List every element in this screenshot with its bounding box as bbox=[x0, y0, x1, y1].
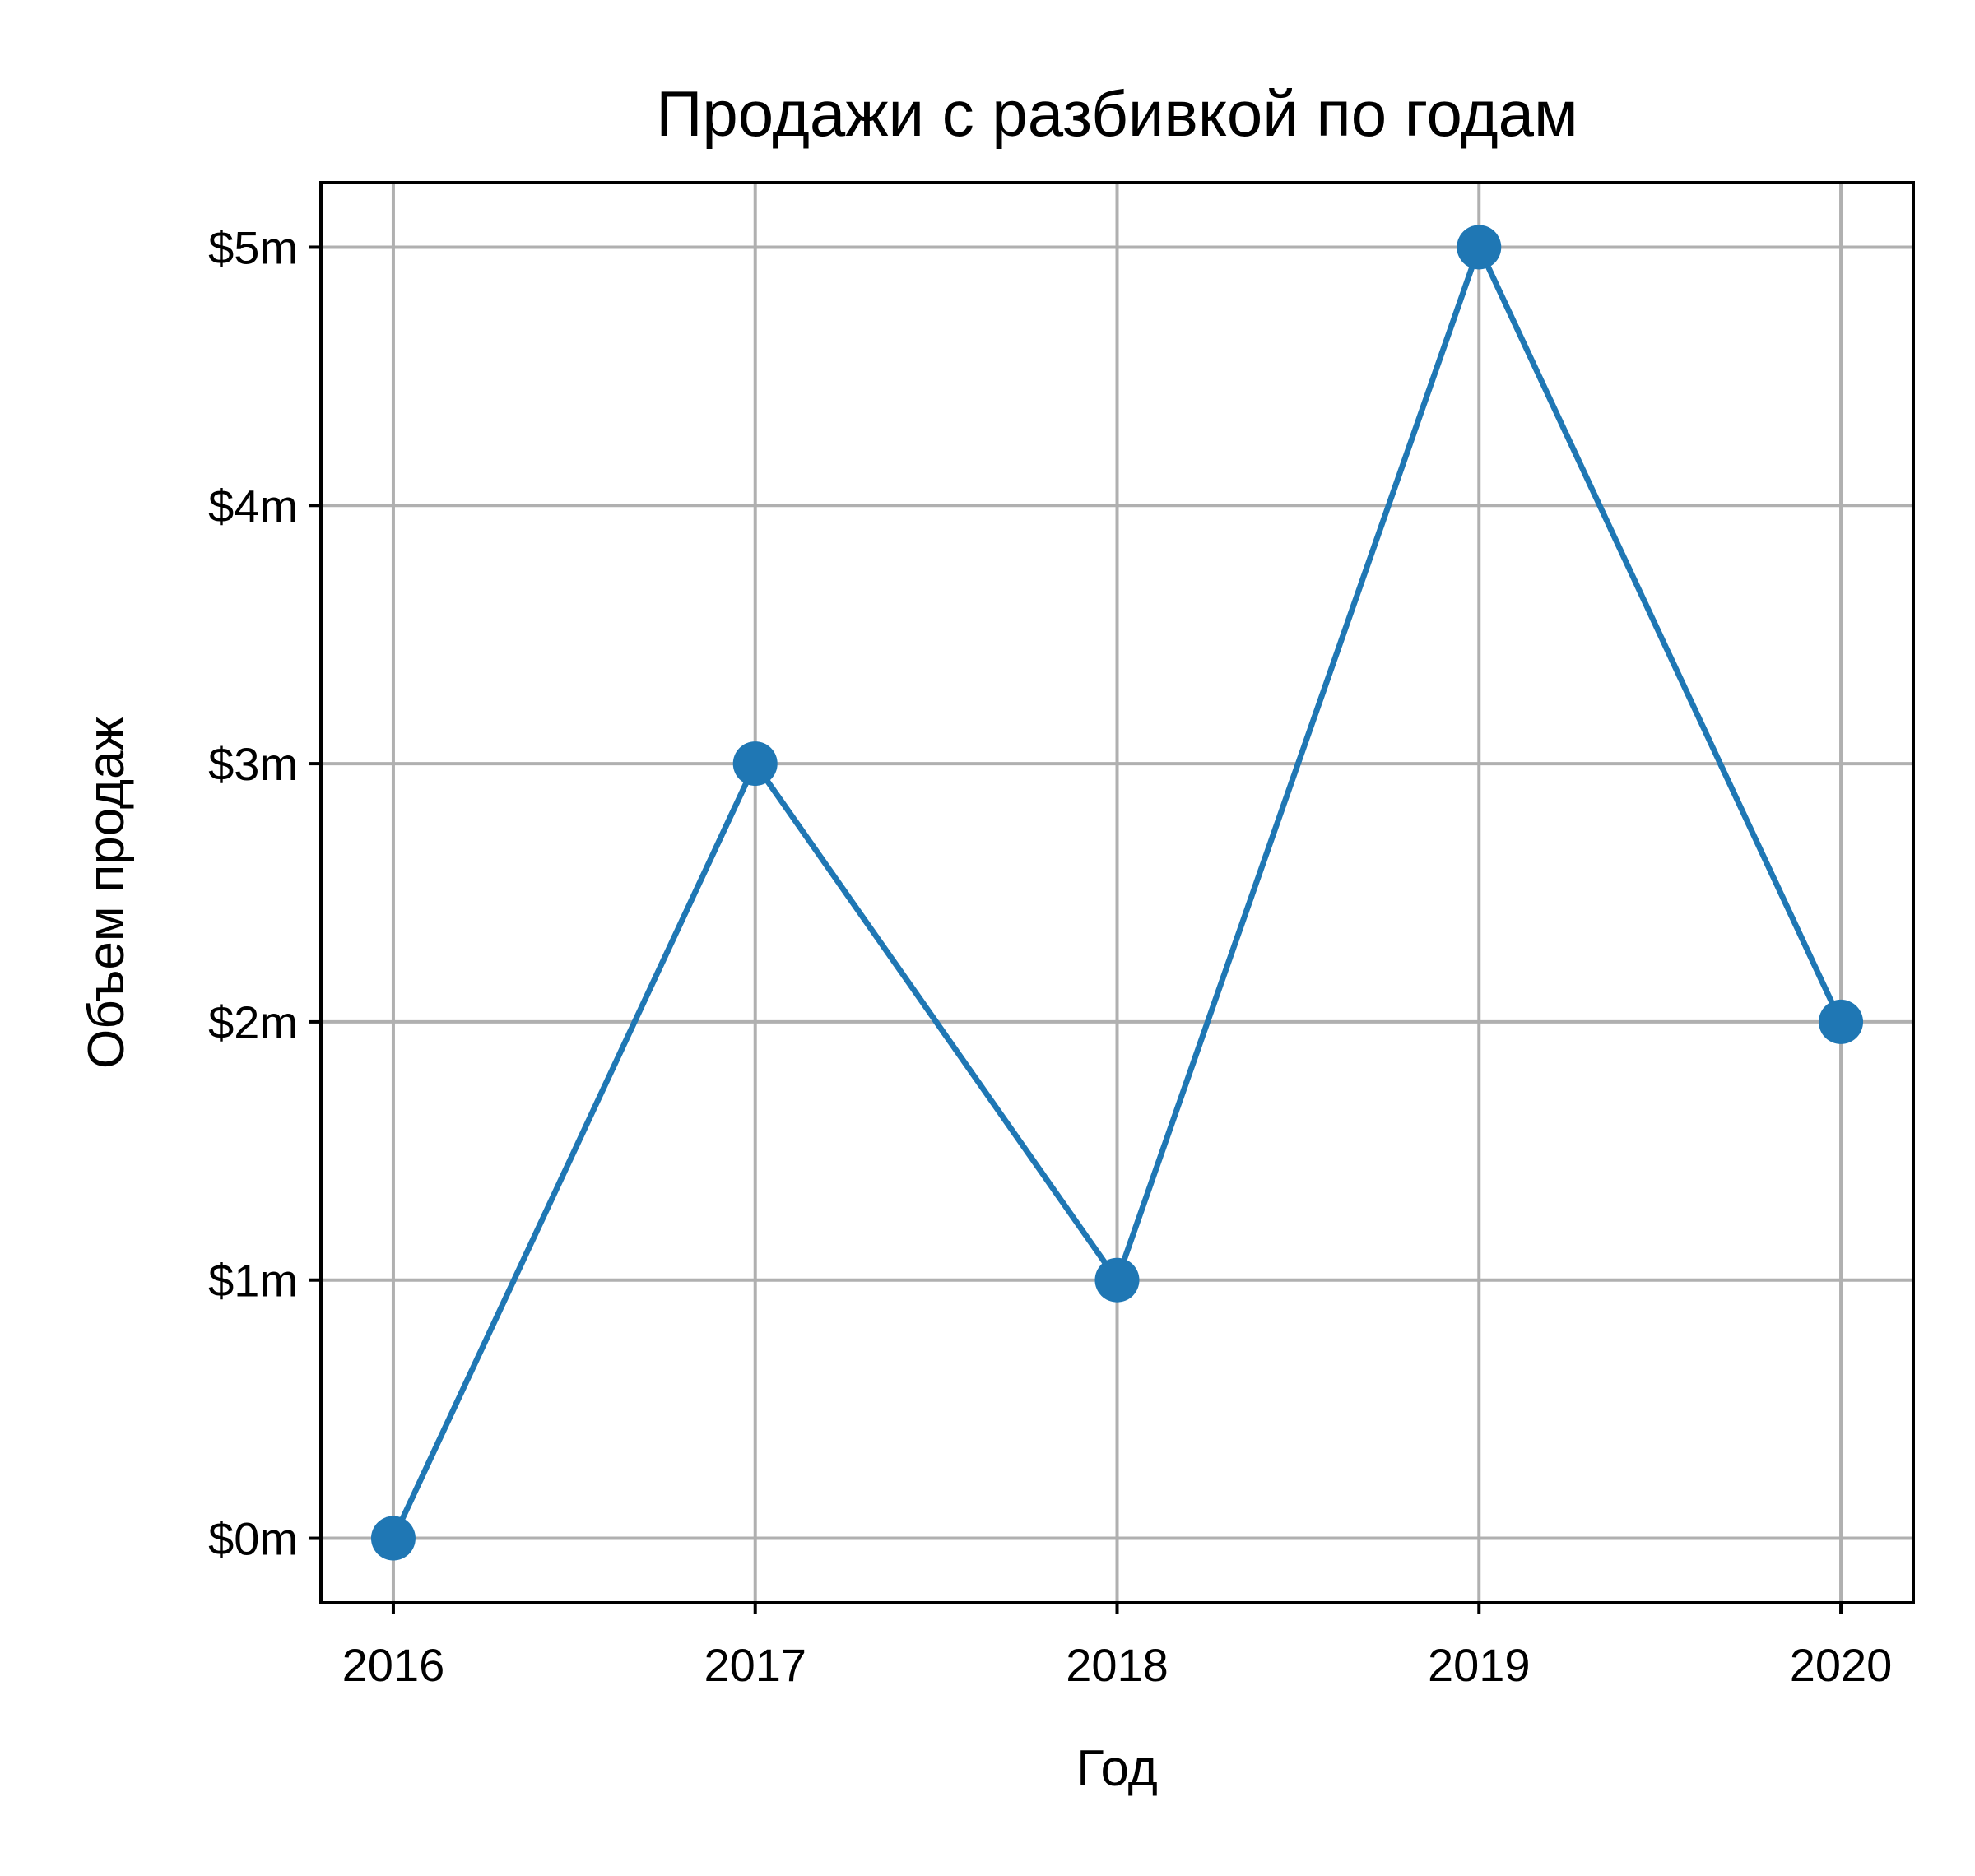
x-tick-label: 2020 bbox=[1790, 1639, 1893, 1691]
y-tick-label: $1m bbox=[208, 1255, 298, 1307]
y-tick-label: $2m bbox=[208, 996, 298, 1048]
ticks: 2016 2017 2018 2019 2020 $0m $1m $2m $3m $4m $5m bbox=[208, 221, 1892, 1691]
y-tick-label: $0m bbox=[208, 1513, 298, 1565]
data-point bbox=[1819, 999, 1864, 1044]
data-point bbox=[1094, 1257, 1140, 1303]
chart-title: Продажи с разбивкой по годам bbox=[656, 77, 1578, 150]
x-axis-label: Год bbox=[1076, 1740, 1158, 1797]
x-tick-label: 2019 bbox=[1428, 1639, 1531, 1691]
x-tick-label: 2017 bbox=[704, 1639, 806, 1691]
data-point bbox=[732, 741, 778, 787]
y-tick-label: $3m bbox=[208, 738, 298, 790]
y-tick-label: $4m bbox=[208, 480, 298, 532]
grid bbox=[321, 183, 1913, 1603]
data-point bbox=[370, 1516, 416, 1561]
data-point bbox=[1457, 225, 1502, 270]
x-tick-label: 2016 bbox=[342, 1639, 445, 1691]
series-layer bbox=[370, 225, 1864, 1561]
x-tick-label: 2018 bbox=[1066, 1639, 1169, 1691]
y-tick-label: $5m bbox=[208, 221, 298, 273]
y-axis-label: Объем продаж bbox=[78, 716, 135, 1069]
